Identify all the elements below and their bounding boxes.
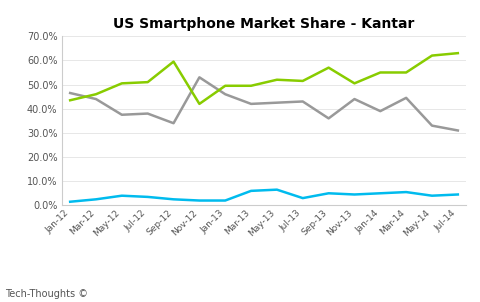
Windows — [67, 200, 73, 204]
Windows — [93, 198, 99, 201]
iPhone — [119, 113, 125, 117]
Android — [377, 71, 383, 74]
Line: Android: Android — [70, 53, 458, 104]
Windows — [403, 190, 409, 194]
Android — [67, 98, 73, 102]
Windows — [248, 189, 254, 193]
Android — [222, 84, 228, 88]
Windows — [171, 198, 177, 201]
iPhone — [196, 76, 202, 79]
Windows — [326, 191, 332, 195]
Android — [93, 92, 99, 96]
Android — [429, 54, 435, 57]
Android — [326, 66, 332, 69]
Line: Windows: Windows — [70, 190, 458, 202]
Android — [403, 71, 409, 74]
iPhone — [403, 96, 409, 100]
Android — [300, 79, 306, 83]
Windows — [300, 196, 306, 200]
Line: iPhone: iPhone — [70, 77, 458, 130]
iPhone — [455, 129, 461, 132]
iPhone — [93, 97, 99, 101]
Android — [274, 78, 280, 82]
Text: Tech-Thoughts ©: Tech-Thoughts © — [5, 289, 88, 299]
iPhone — [145, 112, 151, 115]
Windows — [351, 193, 357, 196]
iPhone — [377, 109, 383, 113]
iPhone — [222, 92, 228, 96]
Windows — [274, 188, 280, 191]
iPhone — [171, 121, 177, 125]
Windows — [455, 193, 461, 196]
iPhone — [274, 101, 280, 104]
iPhone — [300, 100, 306, 103]
Windows — [222, 199, 228, 202]
iPhone — [67, 91, 73, 95]
Android — [119, 82, 125, 85]
Windows — [196, 199, 202, 202]
Android — [196, 102, 202, 106]
Title: US Smartphone Market Share - Kantar: US Smartphone Market Share - Kantar — [113, 17, 415, 31]
iPhone — [326, 117, 332, 120]
iPhone — [429, 124, 435, 127]
Android — [351, 82, 357, 85]
Android — [248, 84, 254, 88]
Android — [455, 51, 461, 55]
iPhone — [248, 102, 254, 106]
iPhone — [351, 97, 357, 101]
Android — [171, 60, 177, 63]
Windows — [377, 191, 383, 195]
Android — [145, 80, 151, 84]
Windows — [119, 194, 125, 198]
Windows — [429, 194, 435, 198]
Windows — [145, 195, 151, 199]
